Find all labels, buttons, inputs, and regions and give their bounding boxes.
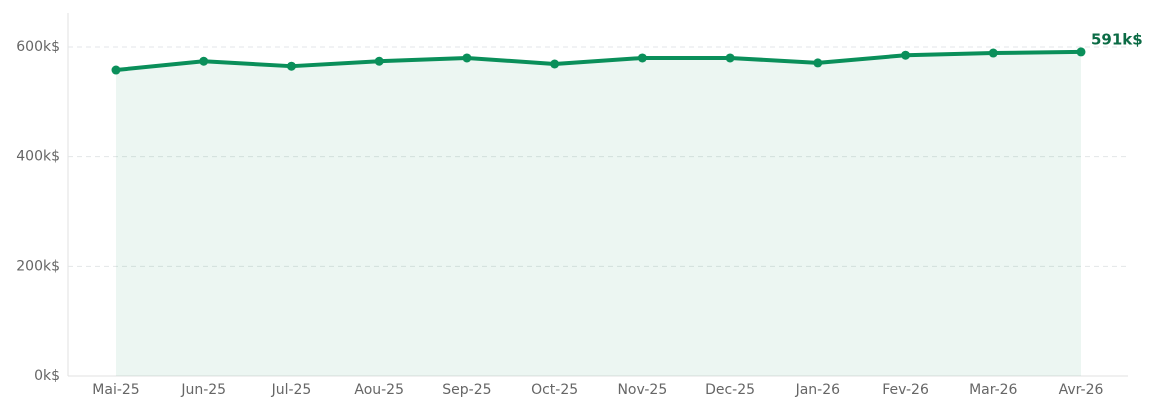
x-tick-label: Aou-25	[354, 382, 404, 398]
x-tick-label: Sep-25	[442, 382, 491, 398]
point	[725, 53, 735, 63]
x-tick-label: Avr-26	[1059, 382, 1104, 398]
y-tick-label: 400k$	[16, 149, 60, 165]
area	[116, 51, 1081, 376]
point	[462, 53, 472, 63]
x-tick-label: Jan-26	[795, 382, 841, 398]
point	[813, 58, 823, 68]
point	[111, 65, 121, 75]
x-tick-label: Dec-25	[705, 382, 755, 398]
point	[550, 59, 560, 69]
point	[901, 50, 911, 60]
x-tick-label: Oct-25	[531, 382, 578, 398]
point	[988, 48, 998, 58]
x-tick-label: Mar-26	[969, 382, 1017, 398]
x-tick-label: Fev-26	[882, 382, 929, 398]
x-tick-label: Mai-25	[92, 382, 139, 398]
line	[115, 49, 1082, 73]
value-label: 591k$	[1091, 30, 1143, 48]
point	[199, 56, 209, 66]
x-tick-label: Jun-25	[180, 382, 226, 398]
x-tick-label: Nov-25	[617, 382, 667, 398]
point	[286, 61, 296, 71]
point	[1076, 47, 1086, 57]
y-tick-label: 600k$	[16, 39, 60, 55]
point	[374, 56, 384, 66]
point	[637, 53, 647, 63]
y-tick-label: 200k$	[16, 258, 60, 274]
y-tick-label: 0k$	[34, 368, 60, 384]
x-tick-label: Jul-25	[271, 382, 312, 398]
